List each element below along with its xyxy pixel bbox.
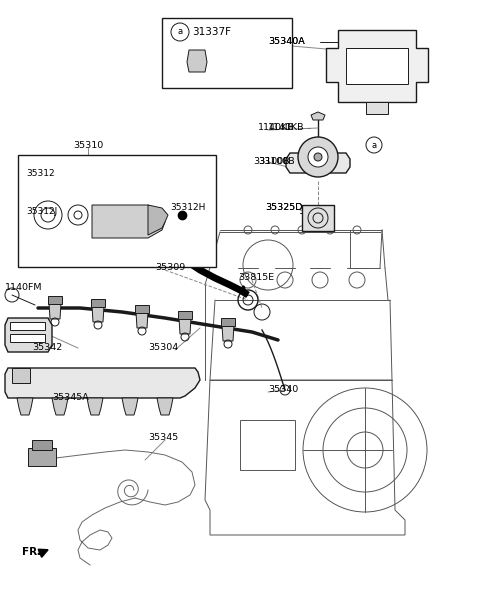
Polygon shape (157, 398, 173, 415)
Text: 1140KB: 1140KB (268, 124, 304, 133)
Polygon shape (5, 368, 200, 398)
Bar (178, 311, 192, 319)
Bar (135, 305, 149, 313)
Text: 35345: 35345 (148, 434, 178, 443)
Bar (366, 102, 388, 114)
Text: 35345A: 35345A (52, 393, 89, 402)
Polygon shape (148, 205, 168, 235)
Circle shape (308, 147, 328, 167)
Polygon shape (179, 318, 191, 334)
Bar (302, 205, 334, 231)
Polygon shape (52, 398, 68, 415)
Bar (32, 440, 52, 450)
Text: 35304: 35304 (148, 343, 178, 352)
Bar (48, 296, 62, 304)
Polygon shape (286, 153, 350, 173)
Bar (91, 299, 105, 307)
Polygon shape (187, 50, 207, 72)
Polygon shape (136, 312, 148, 328)
Bar (12, 368, 30, 383)
Polygon shape (311, 112, 325, 120)
Text: 35342: 35342 (32, 343, 62, 352)
Text: 1140FM: 1140FM (5, 283, 43, 292)
Polygon shape (87, 398, 103, 415)
Text: 33815E: 33815E (238, 273, 274, 282)
Bar (28, 448, 56, 466)
Circle shape (366, 137, 382, 153)
Text: FR.: FR. (22, 547, 41, 557)
Text: 35340A: 35340A (268, 38, 305, 47)
Circle shape (298, 137, 338, 177)
Text: 1140KB: 1140KB (258, 124, 295, 133)
Text: 35309: 35309 (155, 264, 185, 273)
Text: 35325D: 35325D (265, 203, 302, 212)
Polygon shape (92, 205, 165, 238)
Text: 35312H: 35312H (170, 203, 205, 212)
Text: a: a (372, 141, 377, 150)
Bar (221, 318, 235, 326)
Polygon shape (122, 398, 138, 415)
Text: 35340: 35340 (268, 386, 298, 395)
Polygon shape (92, 306, 104, 322)
Polygon shape (17, 398, 33, 415)
Bar (346, 48, 408, 84)
Text: 33100B: 33100B (258, 157, 295, 166)
Text: 35312: 35312 (26, 169, 55, 178)
Bar (10, 322, 45, 330)
Text: 33100B: 33100B (253, 157, 289, 166)
Polygon shape (222, 325, 234, 341)
Text: 35310: 35310 (73, 141, 103, 150)
Bar (162, 18, 292, 88)
Bar (18, 155, 216, 267)
Text: 35312J: 35312J (26, 206, 57, 215)
Polygon shape (5, 318, 52, 352)
Circle shape (314, 153, 322, 161)
Bar (240, 420, 295, 470)
Text: 31337F: 31337F (192, 27, 231, 37)
Text: 35340A: 35340A (268, 38, 305, 47)
Text: 35325D: 35325D (265, 203, 302, 212)
Text: a: a (178, 28, 182, 36)
Circle shape (171, 23, 189, 41)
Polygon shape (49, 303, 61, 319)
Polygon shape (326, 30, 428, 102)
Bar (10, 334, 45, 342)
